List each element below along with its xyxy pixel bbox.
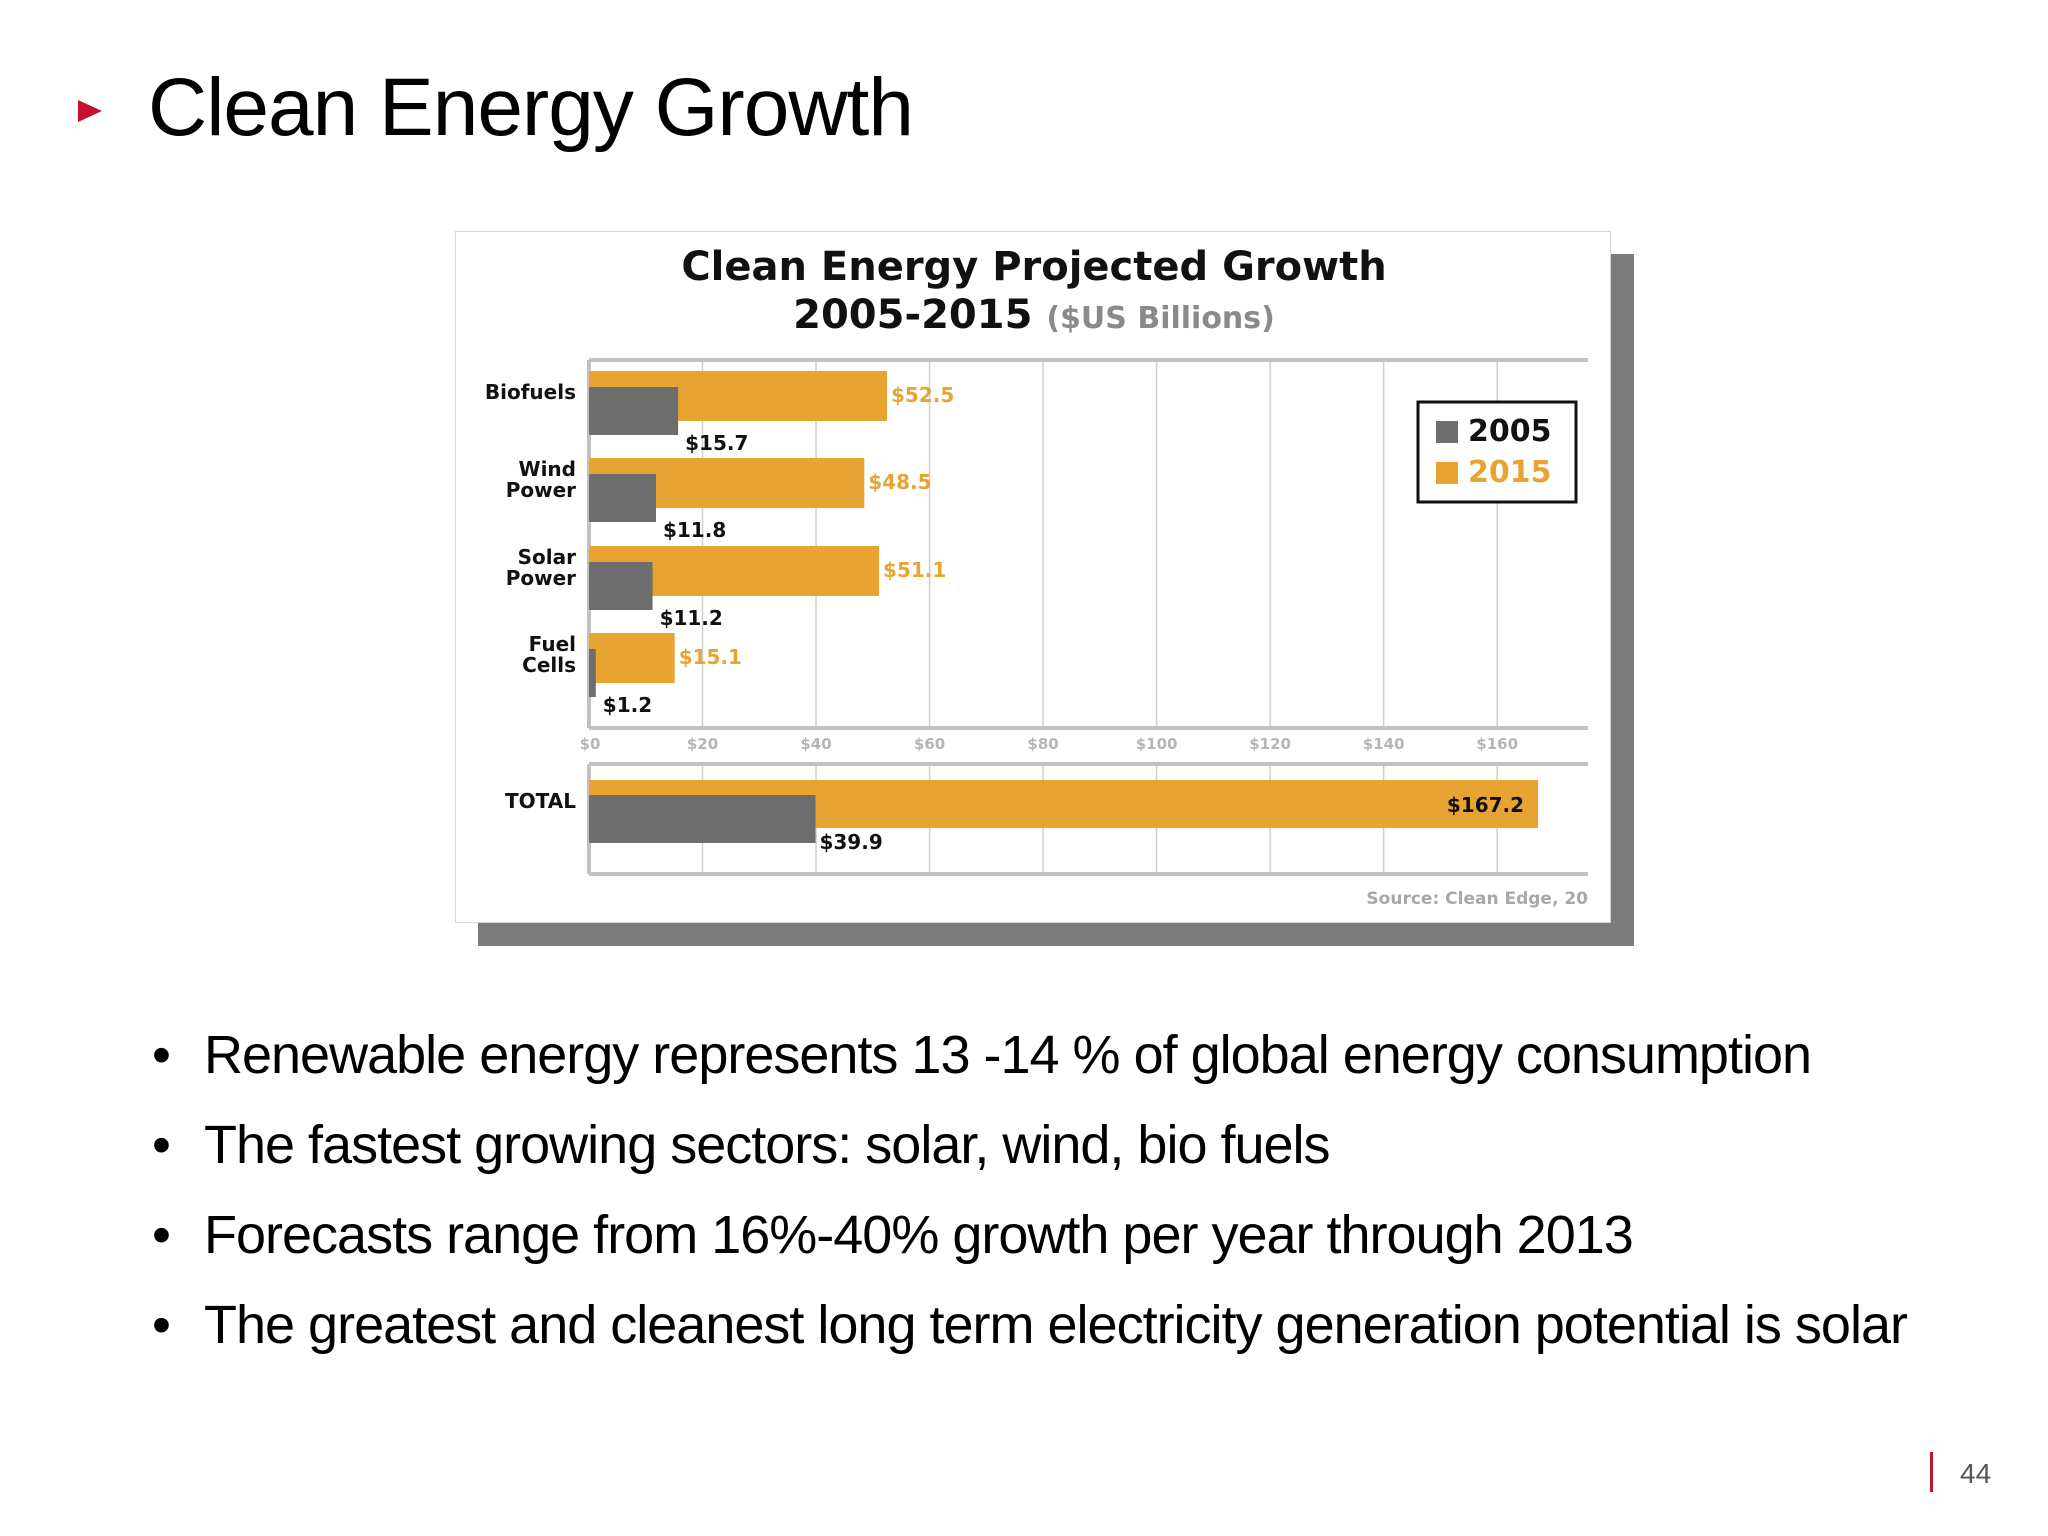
bar-label-2015: $48.5 [868,470,931,494]
bar-label-2015: $52.5 [891,383,954,407]
x-tick-label: $140 [1363,735,1405,753]
bullet-text: The greatest and cleanest long term elec… [204,1295,1908,1355]
bullet-item: • Forecasts range from 16%-40% growth per… [148,1190,1907,1280]
category-label: Wind [519,457,576,481]
chart-subtitle-units: ($US Billions) [1046,301,1275,336]
legend-label-2015: 2015 [1468,455,1552,490]
total-bar-2005 [589,795,816,843]
chart-subtitle: 2005-2015 ($US Billions) [793,292,1275,338]
bar-label-2005: $11.8 [663,518,726,542]
legend-swatch-2015 [1436,462,1458,484]
page-number: 44 [1960,1458,1992,1489]
bullet-dot-icon: • [152,1295,171,1355]
title-bullet-icon [78,100,102,122]
x-tick-label: $160 [1476,735,1518,753]
category-label: Solar [518,545,576,569]
category-label: Power [506,566,576,590]
category-label: Power [506,478,576,502]
bullet-item: • Renewable energy represents 13 -14 % of… [148,1010,1907,1100]
bullet-dot-icon: • [152,1205,171,1265]
chart-subtitle-years: 2005-2015 [793,292,1046,338]
x-tick-label: $20 [687,735,718,753]
bar-2005 [589,474,656,522]
chart-panel: Clean Energy Projected Growth 2005-2015 (… [455,231,1611,923]
bullet-item: • The fastest growing sectors: solar, win… [148,1100,1907,1190]
total-bar-label-2015: $167.2 [1447,793,1524,817]
x-tick-label: $80 [1027,735,1058,753]
bar-label-2015: $51.1 [883,558,946,582]
bar-label-2005: $1.2 [603,693,652,717]
x-tick-label: $40 [800,735,831,753]
chart-source: Source: Clean Edge, 20 [1366,889,1588,909]
category-label: Cells [522,653,576,677]
page-number-divider [1930,1452,1933,1492]
bar-2005 [589,387,679,435]
bullet-list: • Renewable energy represents 13 -14 % of… [148,1010,1908,1370]
bar-label-2015: $15.1 [679,645,742,669]
bar-2005 [589,649,596,697]
x-tick-label: $60 [914,735,945,753]
x-tick-label: $120 [1249,735,1291,753]
category-label: Biofuels [485,380,576,404]
bar-label-2005: $15.7 [685,431,748,455]
slide-title: Clean Energy Growth [148,62,914,153]
x-tick-label: $0 [580,735,601,753]
bullet-dot-icon: • [152,1025,171,1085]
bar-2015 [589,633,675,683]
total-bar-label-2005: $39.9 [819,830,882,854]
bullet-text: Forecasts range from 16%-40% growth per … [204,1205,1634,1265]
bullet-dot-icon: • [152,1115,171,1175]
category-label: Fuel [529,632,576,656]
bar-2005 [589,562,653,610]
bar-label-2005: $11.2 [660,606,723,630]
total-label: TOTAL [505,789,576,813]
legend-label-2005: 2005 [1468,414,1552,449]
chart-title: Clean Energy Projected Growth [681,244,1386,290]
bullet-item: • The greatest and cleanest long term ele… [148,1280,1908,1370]
bullet-text: Renewable energy represents 13 -14 % of … [204,1025,1812,1085]
bullet-text: The fastest growing sectors: solar, wind… [204,1115,1331,1175]
legend-swatch-2005 [1436,421,1458,443]
legend-box [1416,400,1578,504]
x-tick-label: $100 [1136,735,1178,753]
